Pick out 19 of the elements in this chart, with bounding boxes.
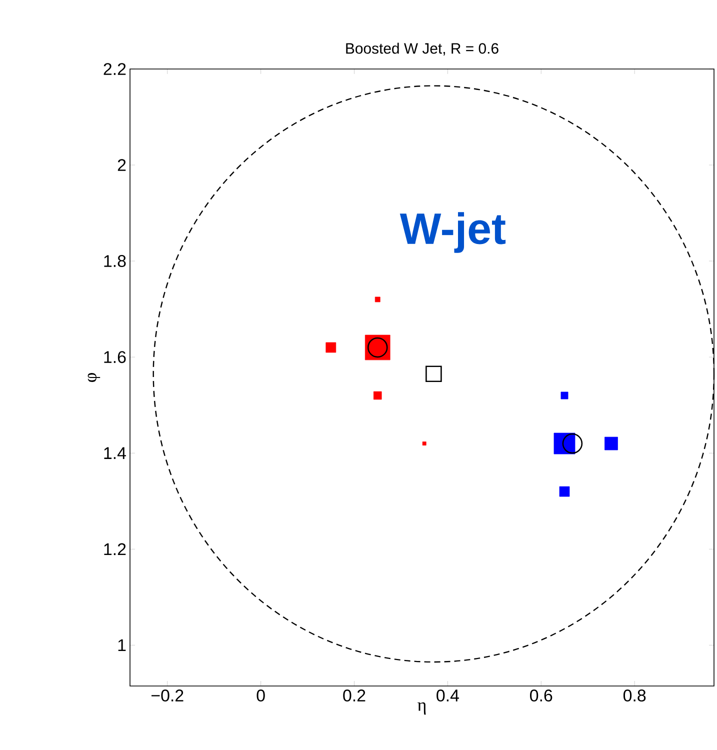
y-tick-label: 1 [118, 639, 126, 652]
x-axis-title: η [418, 702, 426, 715]
chart-title: Boosted W Jet, R = 0.6 [346, 42, 498, 56]
y-tick-label: 1.2 [104, 543, 126, 556]
y-tick-label: 2 [118, 159, 126, 171]
y-tick-label: 2.2 [104, 63, 126, 75]
x-tick-label: 0.8 [623, 690, 646, 702]
x-tick-label: 0.2 [343, 690, 366, 702]
x-tick-label: 0.4 [436, 690, 459, 702]
point [152, 85, 715, 663]
y-axis-title: φ [88, 373, 100, 382]
y-tick-label: 1.6 [104, 351, 126, 364]
x-tick-label: 0.6 [530, 690, 552, 702]
x-tick-label: −0.2 [151, 690, 184, 702]
y-tick-label: 1.8 [104, 255, 126, 268]
annotation: W-jet [400, 212, 506, 253]
y-tick-label: 1.4 [104, 447, 126, 459]
x-tick-label: 0 [256, 690, 265, 702]
point [562, 433, 583, 454]
